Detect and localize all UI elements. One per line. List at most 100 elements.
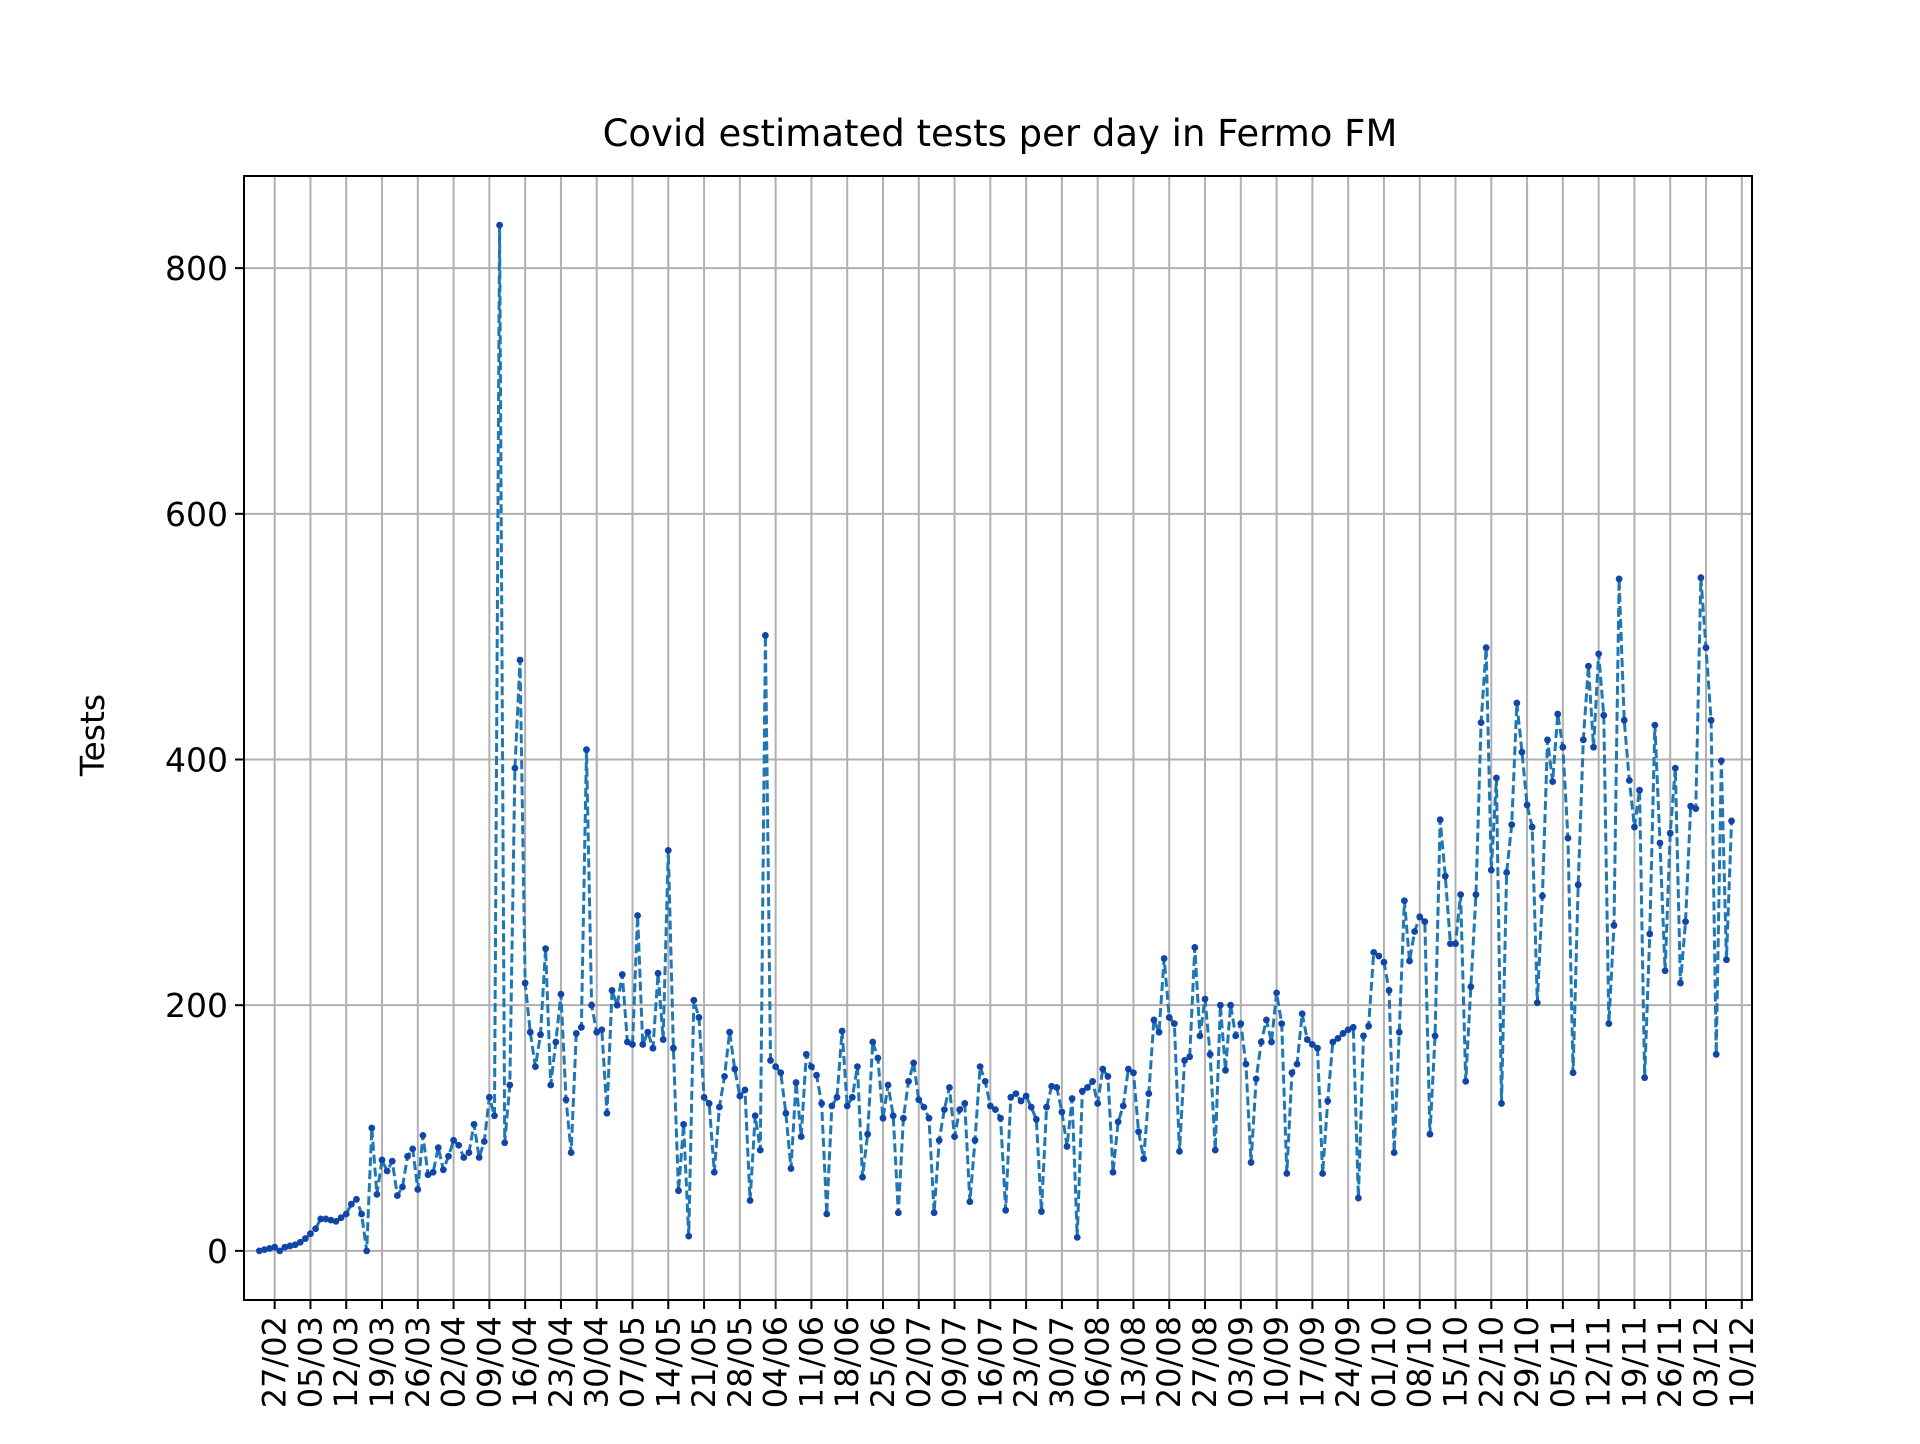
data-point: [1130, 1069, 1137, 1077]
data-point: [940, 1106, 948, 1113]
data-point: [1728, 817, 1735, 825]
data-point: [680, 1120, 688, 1128]
data-point: [976, 1063, 984, 1070]
data-point: [1211, 1146, 1219, 1154]
x-tick-label: 09/07: [936, 1316, 974, 1408]
data-point: [951, 1133, 958, 1141]
x-tick-label: 25/06: [864, 1316, 902, 1408]
data-point: [1073, 1233, 1081, 1241]
data-point: [1666, 829, 1674, 837]
data-point: [1426, 1130, 1434, 1138]
data-point: [971, 1136, 979, 1144]
data-point: [1431, 1032, 1439, 1040]
data-point: [1559, 743, 1567, 751]
data-point: [1416, 913, 1424, 921]
data-point: [777, 1069, 785, 1077]
data-point: [961, 1100, 969, 1107]
data-point: [670, 1044, 677, 1052]
x-tick-label: 01/10: [1365, 1316, 1403, 1408]
data-point: [511, 764, 519, 772]
data-point: [1452, 940, 1459, 948]
data-point: [1579, 736, 1587, 744]
data-point: [429, 1168, 437, 1176]
x-tick-label: 16/07: [971, 1316, 1009, 1408]
data-point: [1119, 1102, 1127, 1110]
data-point: [409, 1145, 417, 1153]
data-point: [787, 1165, 795, 1172]
data-point: [1360, 1032, 1367, 1040]
data-point: [1585, 662, 1592, 670]
data-point: [1319, 1170, 1326, 1177]
data-point: [1544, 736, 1551, 744]
data-point: [935, 1136, 943, 1144]
data-point: [1574, 881, 1582, 889]
data-point: [301, 1235, 309, 1242]
data-point: [1411, 928, 1419, 935]
data-point: [1232, 1032, 1240, 1040]
data-point: [639, 1041, 647, 1048]
data-point: [874, 1054, 882, 1062]
data-point: [424, 1171, 432, 1179]
data-point: [276, 1247, 284, 1255]
data-point: [1012, 1090, 1020, 1098]
data-point: [1155, 1028, 1163, 1036]
data-point: [889, 1112, 897, 1120]
data-point: [1493, 774, 1500, 782]
data-point: [1124, 1065, 1132, 1073]
data-point: [838, 1027, 846, 1035]
data-point: [1615, 575, 1623, 583]
data-point: [1549, 778, 1557, 786]
x-tick-label: 08/10: [1401, 1316, 1439, 1408]
data-point: [1697, 574, 1705, 582]
data-point: [1078, 1087, 1086, 1095]
data-point: [1518, 748, 1526, 756]
y-tick-label: 800: [165, 249, 228, 288]
data-point: [291, 1241, 299, 1249]
data-point: [1114, 1118, 1122, 1126]
data-point: [368, 1124, 376, 1132]
data-point: [347, 1200, 355, 1208]
data-point: [358, 1210, 365, 1218]
data-point: [516, 656, 524, 664]
data-point: [1462, 1077, 1470, 1085]
data-point: [567, 1149, 575, 1156]
data-point: [439, 1166, 447, 1174]
data-point: [644, 1028, 652, 1036]
data-point: [1406, 957, 1413, 965]
data-point: [751, 1112, 759, 1120]
data-point: [1094, 1100, 1102, 1107]
data-point: [450, 1136, 457, 1144]
data-point: [1595, 650, 1603, 658]
data-point: [869, 1038, 877, 1046]
data-point: [577, 1023, 585, 1031]
data-point: [900, 1114, 907, 1122]
data-point: [1554, 710, 1562, 718]
data-point: [675, 1187, 682, 1195]
data-point: [455, 1141, 463, 1149]
data-point: [1262, 1016, 1270, 1024]
data-point: [731, 1065, 739, 1073]
data-point: [1084, 1084, 1091, 1091]
x-tick-label: 02/04: [435, 1316, 473, 1408]
data-point: [1288, 1069, 1296, 1077]
x-tick-label: 05/03: [291, 1316, 329, 1408]
data-point: [1053, 1084, 1061, 1091]
data-point: [583, 746, 590, 754]
data-point: [1160, 955, 1168, 962]
data-point: [378, 1156, 386, 1164]
data-point: [1354, 1194, 1362, 1202]
data-point: [1063, 1143, 1071, 1150]
data-point: [1303, 1036, 1311, 1043]
data-point: [1002, 1206, 1010, 1214]
x-tick-label: 30/04: [578, 1316, 616, 1408]
data-point: [792, 1079, 800, 1086]
data-point: [1569, 1069, 1577, 1077]
data-point: [1707, 716, 1715, 724]
data-point: [1135, 1128, 1142, 1136]
data-point: [1390, 1149, 1398, 1156]
data-point: [1048, 1082, 1056, 1090]
data-point: [1027, 1103, 1035, 1111]
x-tick-label: 03/09: [1222, 1316, 1260, 1408]
